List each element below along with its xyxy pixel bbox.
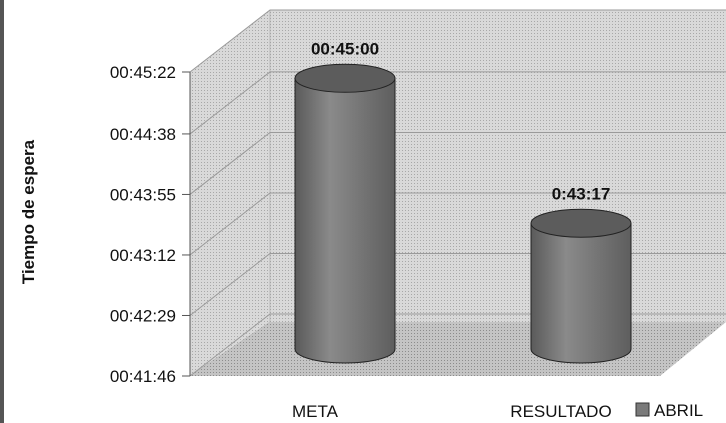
data-label: 0:43:17 bbox=[552, 184, 611, 203]
gridline bbox=[189, 192, 726, 256]
legend: ABRIL bbox=[635, 401, 703, 420]
category-label: META bbox=[292, 402, 339, 421]
floor bbox=[190, 322, 726, 376]
gridline bbox=[189, 9, 726, 73]
bar-resultado: 0:43:17 bbox=[530, 184, 632, 364]
gridline bbox=[189, 131, 726, 195]
gridline bbox=[189, 71, 726, 135]
category-label: RESULTADO bbox=[510, 402, 611, 421]
y-axis-ticks: 00:41:46 00:42:29 00:43:12 00:43:55 00:44:38… bbox=[110, 63, 191, 386]
y-tick-label: 00:43:55 bbox=[110, 185, 176, 204]
bar-top bbox=[294, 63, 396, 93]
left-border bbox=[0, 0, 4, 423]
data-label: 00:45:00 bbox=[311, 39, 379, 58]
bar-meta: 00:45:00 bbox=[294, 39, 396, 364]
side-wall bbox=[189, 9, 271, 377]
y-axis-label: Tiempo de espera bbox=[19, 139, 38, 284]
bars: 00:45:00 0:43:17 bbox=[294, 39, 632, 364]
y-tick-label: 00:45:22 bbox=[110, 63, 176, 82]
y-tick-label: 00:44:38 bbox=[110, 125, 176, 144]
bar-top bbox=[530, 208, 632, 238]
y-tick-label: 00:42:29 bbox=[110, 306, 176, 325]
legend-swatch bbox=[635, 402, 650, 417]
legend-label: ABRIL bbox=[654, 401, 703, 420]
y-tick-label: 00:41:46 bbox=[110, 367, 176, 386]
bar-body bbox=[530, 222, 632, 364]
bar-body bbox=[294, 77, 396, 364]
x-axis-categories: META RESULTADO bbox=[292, 402, 612, 421]
y-tick-label: 00:43:12 bbox=[110, 246, 176, 265]
